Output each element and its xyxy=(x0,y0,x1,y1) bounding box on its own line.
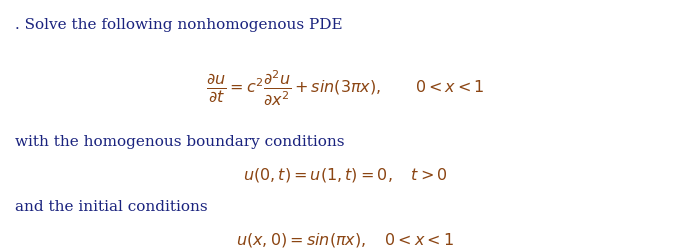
Text: $u(x, 0) = \mathit{sin}(\pi x), \quad 0 < x < 1$: $u(x, 0) = \mathit{sin}(\pi x), \quad 0 … xyxy=(236,231,455,249)
Text: $\dfrac{\partial u}{\partial t} = c^2\dfrac{\partial^2 u}{\partial x^2} + \mathi: $\dfrac{\partial u}{\partial t} = c^2\df… xyxy=(206,68,485,107)
Text: $u(0, t) = u(1, t) = 0, \quad t > 0$: $u(0, t) = u(1, t) = 0, \quad t > 0$ xyxy=(243,166,448,184)
Text: . Solve the following nonhomogenous PDE: . Solve the following nonhomogenous PDE xyxy=(15,18,343,32)
Text: and the initial conditions: and the initial conditions xyxy=(15,200,208,214)
Text: with the homogenous boundary conditions: with the homogenous boundary conditions xyxy=(15,135,345,149)
